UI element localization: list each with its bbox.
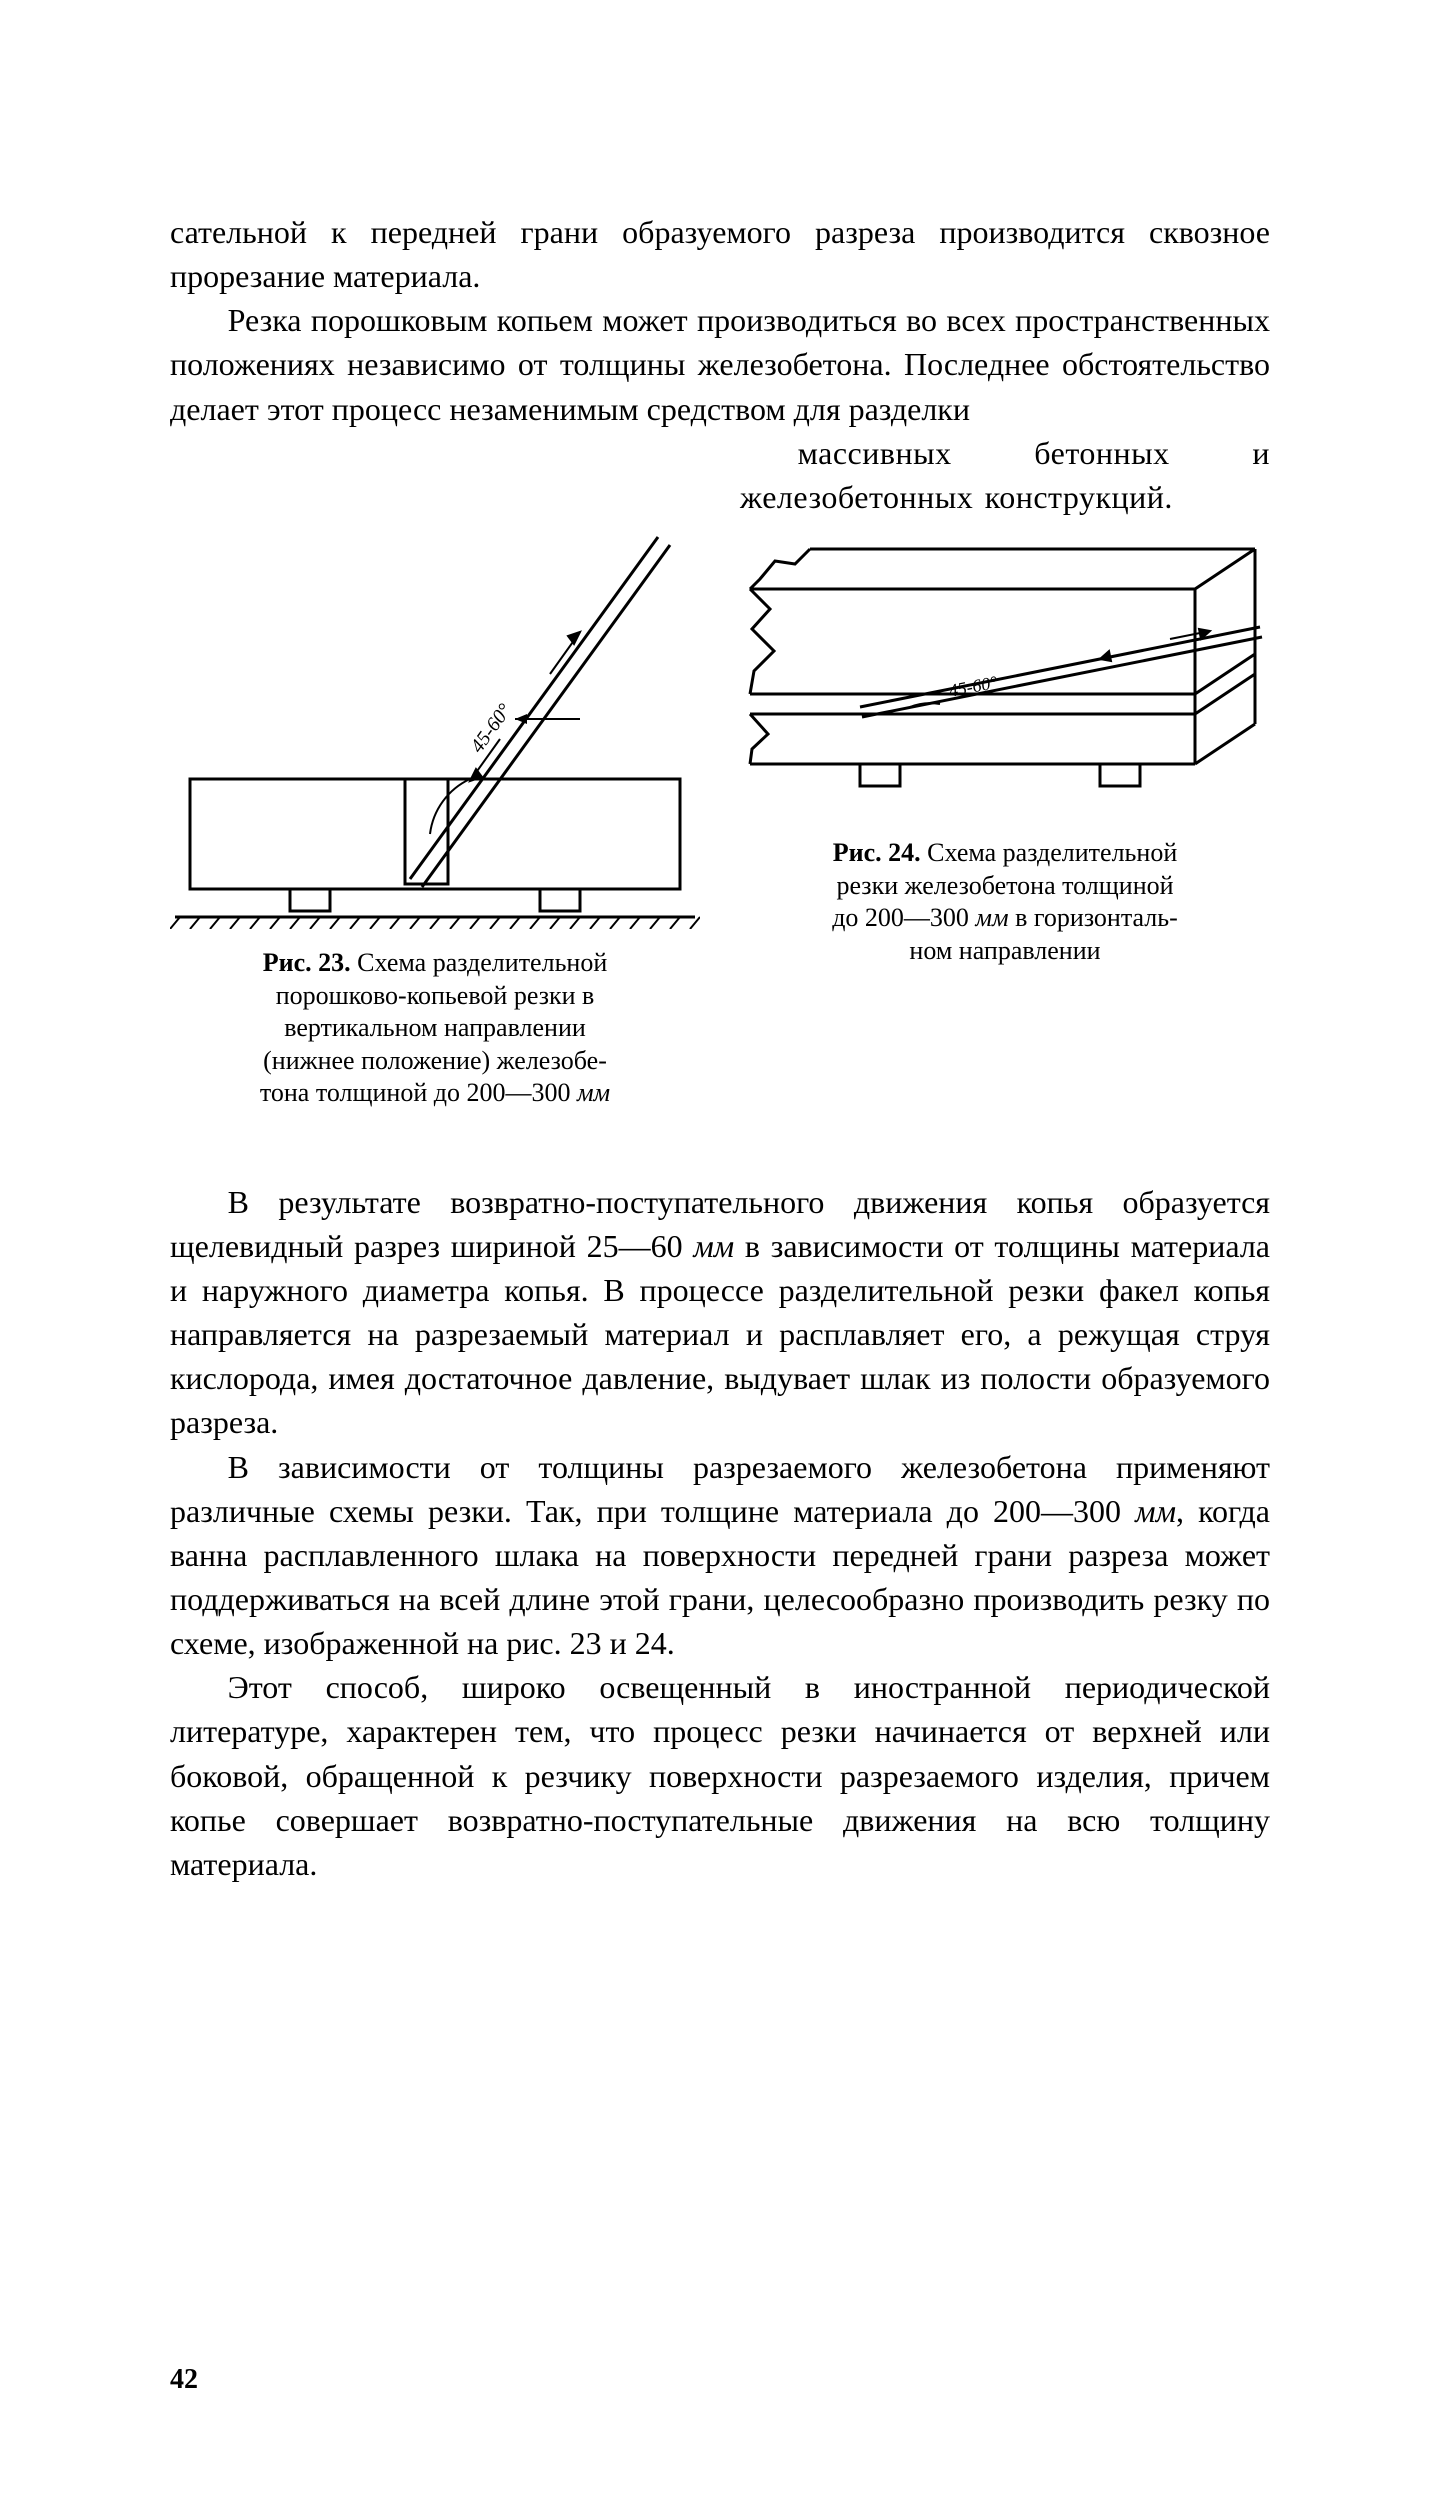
paragraph-2-main: Резка порошковым копьем может производит… [170,302,1270,426]
figure-24-caption-label: Рис. 24. [833,838,921,867]
figure-24-caption: Рис. 24. Схема разделительной резки желе… [832,837,1178,967]
paragraph-5: Этот способ, широко освещенный в иностра… [170,1665,1270,1886]
figure-23-angle-label: 45-60° [466,700,516,757]
figure-24-diagram: 45-60° [740,529,1270,819]
page-number: 42 [170,2364,198,2396]
figure-23-caption: Рис. 23. Схема разделительной порошково-… [260,947,610,1110]
figure-23-diagram: 45-60° [170,529,700,929]
figure-23: 45-60° Рис. 23. Схема разделительной пор… [170,529,700,1110]
paragraph-3: В результате возвратно-поступательного д… [170,1180,1270,1445]
paragraph-4: В зависимости от толщины разрезаемого же… [170,1445,1270,1666]
paragraph-2: Резка порошковым копьем может производит… [170,298,1270,430]
figure-24-angle-label: 45-60° [947,672,999,701]
paragraph-1: сательной к передней грани образуемого р… [170,210,1270,298]
figure-23-caption-label: Рис. 23. [263,948,351,977]
figures-row: 45-60° Рис. 23. Схема разделительной пор… [170,529,1270,1110]
page: сательной к передней грани образуемого р… [0,0,1440,2496]
figure-24: 45-60° Рис. 24. Схема разделительной рез… [740,529,1270,1110]
paragraph-2-float: массивных бетонных и железобетонных конс… [740,431,1270,519]
